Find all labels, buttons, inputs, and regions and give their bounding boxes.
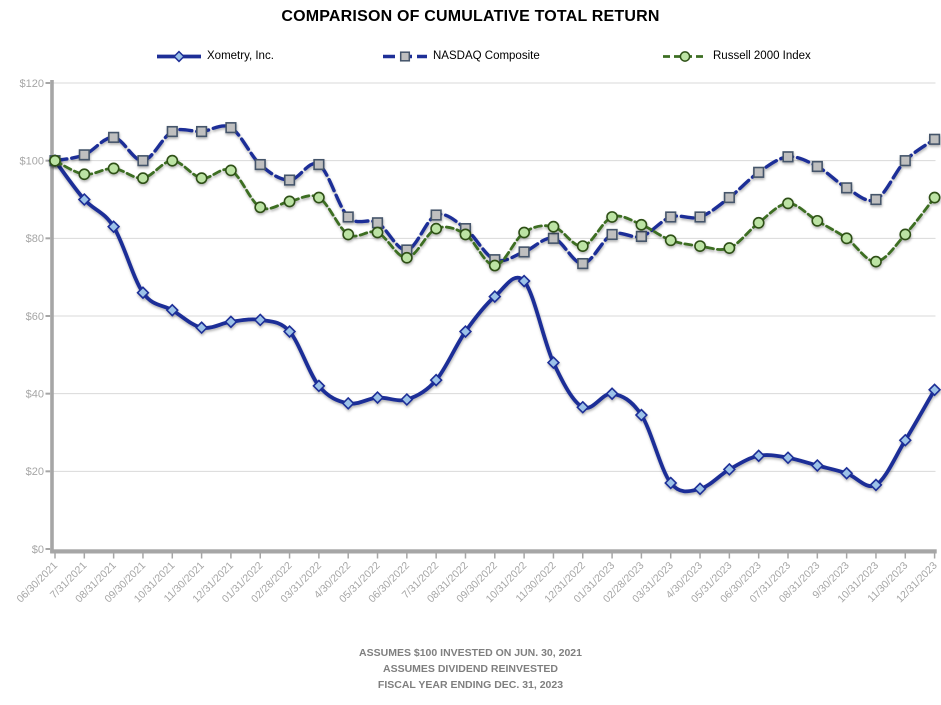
y-axis-label: $20	[26, 466, 44, 478]
y-axis-label: $100	[20, 155, 44, 167]
legend-item-russell: Russell 2000 Index	[662, 48, 811, 64]
footnote-line: ASSUMES DIVIDEND REINVESTED	[382, 663, 559, 675]
series-xometry-inc	[48, 154, 941, 496]
gridlines	[53, 82, 936, 472]
series-nasdaq-composite	[49, 122, 941, 270]
chart-footnotes: ASSUMES $100 INVESTED ON JUN. 30, 2021 A…	[0, 645, 941, 693]
legend-label-nasdaq: NASDAQ Composite	[433, 50, 540, 62]
legend-marker-nasdaq-icon	[383, 50, 427, 62]
y-axis-label: $60	[26, 311, 44, 323]
legend-item-xometry: Xometry, Inc.	[156, 48, 274, 64]
footnote-line: ASSUMES $100 INVESTED ON JUN. 30, 2021	[359, 647, 582, 659]
chart-title: COMPARISON OF CUMULATIVE TOTAL RETURN	[281, 8, 660, 25]
legend-marker-xometry-icon	[157, 50, 201, 62]
series-russell-2000-index	[49, 154, 941, 272]
footnote-line: FISCAL YEAR ENDING DEC. 31, 2023	[377, 679, 564, 691]
y-axis-label: $40	[26, 388, 44, 400]
legend-label-russell: Russell 2000 Index	[713, 50, 811, 62]
y-axis-label: $120	[20, 78, 44, 90]
y-axis-label: $80	[26, 233, 44, 245]
legend-item-nasdaq: NASDAQ Composite	[382, 48, 540, 64]
y-axis-label: $0	[32, 544, 44, 556]
axes: $0$20$40$60$80$100$12006/30/20217/31/202…	[14, 78, 939, 605]
legend-label-xometry: Xometry, Inc.	[207, 50, 274, 62]
legend-marker-russell-icon	[663, 50, 707, 62]
